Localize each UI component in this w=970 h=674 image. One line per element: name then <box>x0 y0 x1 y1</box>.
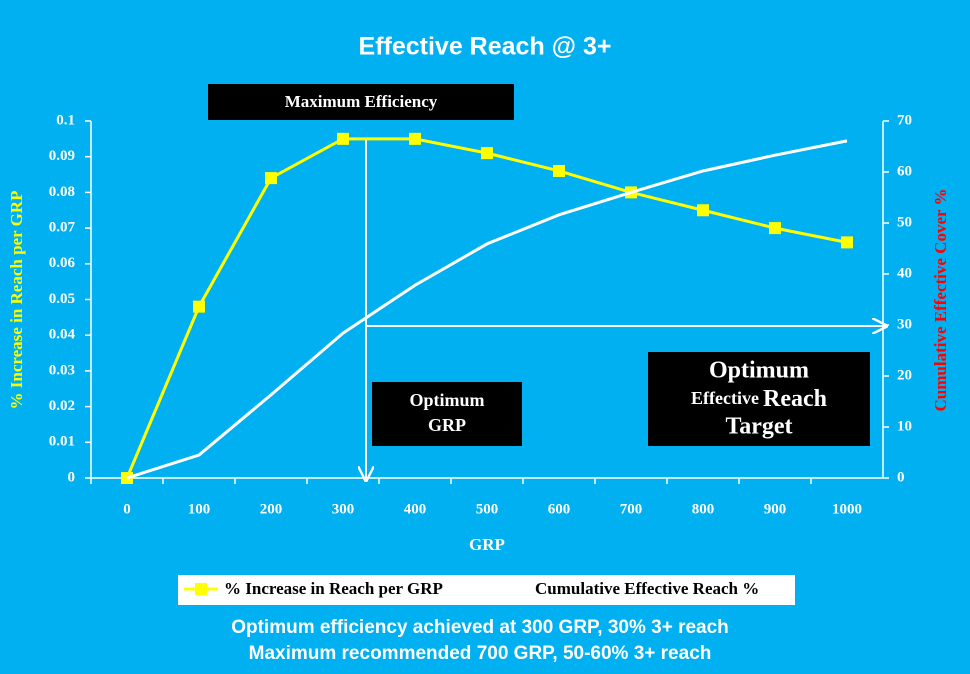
legend-label: Cumulative Effective Reach % <box>535 579 759 598</box>
y-tick-label: 0 <box>68 469 76 485</box>
annotation: GRP <box>428 415 466 435</box>
y2-tick-label: 10 <box>897 418 912 434</box>
y2-tick-label: 30 <box>897 316 912 332</box>
marker <box>553 164 565 177</box>
marker <box>265 172 277 185</box>
marker <box>337 132 349 145</box>
chart-title: Effective Reach @ 3+ <box>359 33 612 61</box>
marker <box>409 132 421 145</box>
annotation-box <box>372 382 522 446</box>
annotation: Optimum <box>709 358 809 384</box>
y2-tick-label: 70 <box>897 112 912 128</box>
y2-tick-label: 20 <box>897 367 912 383</box>
series-line <box>126 139 848 480</box>
annotation: Optimum <box>409 390 484 410</box>
note: Maximum recommended 700 GRP, 50-60% 3+ r… <box>249 643 712 664</box>
y-tick-label: 0.09 <box>49 148 75 164</box>
annotation: Maximum Efficiency <box>285 92 438 111</box>
x-tick-label: 700 <box>620 501 643 517</box>
y2-tick-label: 40 <box>897 265 912 281</box>
x-tick-label: 500 <box>476 501 499 517</box>
annotation: Effective Reach <box>691 386 827 412</box>
y-tick-label: 0.07 <box>49 220 76 236</box>
annotation: Target <box>725 414 792 440</box>
y-tick-label: 0.06 <box>49 255 76 271</box>
x-tick-label: 800 <box>692 501 715 517</box>
y2-axis-title: Cumulative Effective Cover % <box>931 189 950 412</box>
x-tick-label: 200 <box>260 501 283 517</box>
y-tick-label: 0.01 <box>49 434 75 450</box>
y2-tick-label: 60 <box>897 163 912 179</box>
annotation-part: Reach <box>763 386 827 412</box>
x-tick-label: 1000 <box>832 501 862 517</box>
y-tick-label: 0.05 <box>49 291 75 307</box>
marker <box>769 222 781 235</box>
y2-tick-label: 0 <box>897 469 905 485</box>
marker <box>481 147 493 160</box>
x-tick-label: 300 <box>332 501 355 517</box>
y-axis-title: % Increase in Reach per GRP <box>7 191 26 410</box>
y-tick-label: 0.03 <box>49 362 75 378</box>
x-tick-label: 400 <box>404 501 427 517</box>
legend-marker <box>195 583 207 595</box>
marker <box>697 204 709 217</box>
annotation-box <box>648 352 870 446</box>
y-tick-label: 0.02 <box>49 398 75 414</box>
legend-label: % Increase in Reach per GRP <box>224 579 443 598</box>
note: Optimum efficiency achieved at 300 GRP, … <box>231 617 729 638</box>
y-tick-label: 0.1 <box>56 112 75 128</box>
x-tick-label: 100 <box>188 501 211 517</box>
legend-box <box>178 575 795 605</box>
y2-tick-label: 50 <box>897 214 912 230</box>
x-tick-label: 600 <box>548 501 571 517</box>
x-axis-title: GRP <box>469 535 505 554</box>
y-tick-label: 0.08 <box>49 184 75 200</box>
annotation-box <box>208 84 514 120</box>
marker <box>841 236 853 249</box>
y-tick-label: 0.04 <box>49 327 76 343</box>
annotation-part: Effective <box>691 388 759 408</box>
marker <box>193 300 205 313</box>
x-tick-label: 0 <box>123 501 131 517</box>
x-tick-label: 900 <box>764 501 787 517</box>
